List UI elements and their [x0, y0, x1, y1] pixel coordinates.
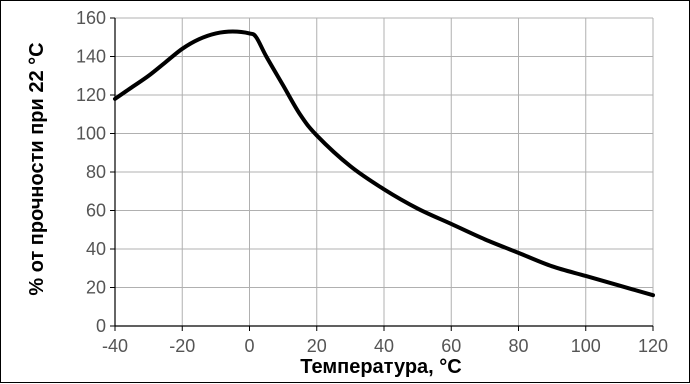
- x-tick-label: 80: [508, 336, 528, 356]
- y-tick-label: 20: [86, 278, 106, 298]
- x-tick-label: 120: [638, 336, 668, 356]
- y-tick-label: 140: [76, 47, 106, 67]
- y-tick-label: 160: [76, 8, 106, 28]
- x-tick-label: 60: [441, 336, 461, 356]
- x-axis-label: Температура, °C: [300, 356, 461, 378]
- series-line: [113, 29, 655, 298]
- x-tick-label: 20: [307, 336, 327, 356]
- y-axis-label: % от прочности при 22 °C: [26, 42, 48, 295]
- y-tick-label: 0: [96, 316, 106, 336]
- y-tick-label: 80: [86, 162, 106, 182]
- y-tick-label: 100: [76, 124, 106, 144]
- x-tick-label: -20: [169, 336, 195, 356]
- y-tick-label: 40: [86, 239, 106, 259]
- x-tick-label: 0: [244, 336, 254, 356]
- grid-lines: [110, 17, 654, 331]
- y-tick-label: 120: [76, 85, 106, 105]
- y-tick-label: 60: [86, 201, 106, 221]
- x-tick-label: 40: [374, 336, 394, 356]
- x-tick-label: -40: [102, 336, 128, 356]
- y-tick-labels: 0 20 40 60 80 100 120 140 160: [76, 8, 106, 336]
- x-tick-label: 100: [571, 336, 601, 356]
- x-tick-labels: -40 -20 0 20 40 60 80 100 120: [102, 336, 668, 356]
